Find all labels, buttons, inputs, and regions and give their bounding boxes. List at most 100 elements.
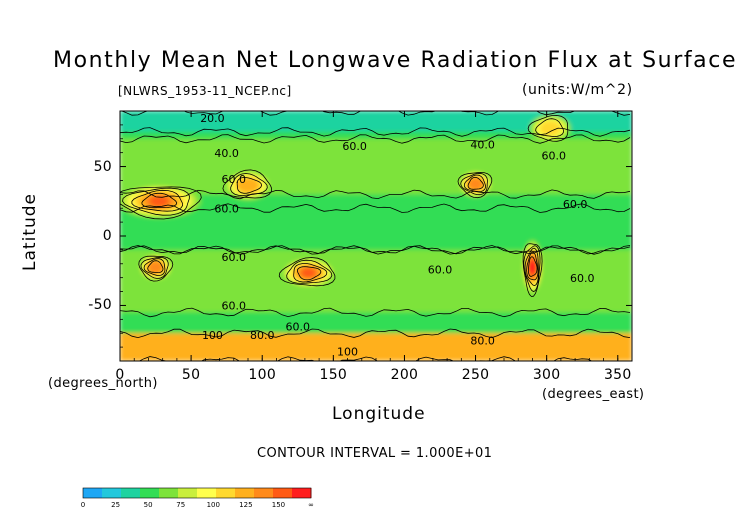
colorbar-swatch (121, 488, 141, 498)
contour-label: 100 (202, 329, 223, 342)
tick-label: 350 (603, 367, 632, 383)
field-region-australia-level-6 (301, 267, 316, 278)
tick-label: 50 (93, 158, 112, 175)
colorbar-swatch (292, 488, 312, 498)
tick-label: 0 (115, 367, 125, 383)
contour-arctic-band-line (120, 111, 631, 116)
contour-greenland-north-atlantic-ring (527, 114, 569, 142)
colorbar-swatch (235, 488, 255, 498)
contour-label: 60.0 (222, 173, 247, 186)
contour-labels: 20.0 40.0 60.0 60.0 60.0 40.0 60.0 60.0 60.0 60.0… (200, 112, 594, 358)
contour-label: 80.0 (250, 329, 275, 342)
contour-label: 100 (337, 345, 358, 358)
colorbar-frame (82, 487, 312, 499)
colorbar-swatch (197, 488, 217, 498)
contour-antarctic-coast-band-line (120, 328, 631, 339)
field-region-sahara-arabia-maximum-level-6 (149, 195, 169, 207)
contour-label: 60.0 (214, 202, 239, 215)
tick-label: 200 (390, 367, 419, 383)
contour-southern-subtropics-line (120, 307, 631, 318)
contour-label: 60.0 (222, 251, 247, 264)
contour-tropical-band-line (120, 245, 631, 255)
axis-ticks (119, 111, 632, 361)
contour-label: 60.0 (342, 140, 367, 153)
contour-northern-midlatitudes-line (120, 189, 631, 200)
contour-tropical-band-line (120, 203, 631, 213)
contour-label: 60.0 (570, 272, 595, 285)
contour-southern-africa-ring (138, 255, 174, 282)
contour-label: 60.0 (286, 320, 311, 333)
tick-label: 50 (181, 367, 201, 383)
colorbar-label: 125 (239, 501, 252, 509)
contour-sahara-arabia-maximum-ring (120, 186, 202, 220)
contour-australia-ring (286, 259, 333, 284)
colorbar-swatch (102, 488, 122, 498)
tick-label: 250 (461, 367, 490, 383)
colorbar-label: 50 (144, 501, 153, 509)
field-region-tibet-central-asia-level-5 (240, 180, 256, 191)
colorbar-swatch (178, 488, 198, 498)
contour-andes-atacama-ring (526, 251, 539, 281)
contour-tibet-central-asia-ring (236, 176, 263, 194)
contour-label: 60.0 (222, 300, 247, 313)
contour-southern-subtropics-line (120, 245, 631, 255)
field-region-antarctic-coast-band (120, 333, 632, 361)
contour-australia-ring (296, 266, 322, 281)
contour-southern-africa-ring (143, 258, 166, 276)
colorbar-swatch (159, 488, 179, 498)
colorbar: 0 25 50 75 100 125 150 ∞ (81, 487, 314, 509)
contour-northern-midlatitudes-line (120, 134, 631, 144)
contour-southern-africa-ring (140, 256, 169, 279)
chart-title: Monthly Mean Net Longwave Radiation Flux… (53, 48, 738, 73)
x-axis-title: Longitude (332, 404, 426, 424)
contour-southern-africa-ring (147, 260, 164, 274)
units-label: (units:W/m^2) (522, 82, 633, 98)
x-axis-units: (degrees_east) (542, 387, 645, 402)
contour-western-north-america-ring (463, 174, 486, 193)
contour-label: 40.0 (470, 139, 495, 152)
contour-label: 40.0 (214, 147, 239, 160)
field-region-arctic-band (120, 111, 632, 132)
field-region-greenland-north-atlantic-level-4 (543, 122, 558, 134)
tick-label: -50 (88, 297, 112, 314)
contour-interval-label: CONTOUR INTERVAL = 1.000E+01 (257, 446, 493, 461)
field-region-northern-midlatitudes (120, 138, 632, 195)
contour-andes-atacama-ring (528, 256, 538, 277)
tick-label: 150 (319, 367, 348, 383)
contour-western-north-america-ring (467, 176, 484, 190)
contour-label: 60.0 (428, 264, 453, 277)
colorbar-swatch (140, 488, 160, 498)
contour-andes-atacama-ring (523, 245, 541, 292)
contour-tibet-central-asia-ring (230, 173, 268, 196)
colorbar-swatch (216, 488, 236, 498)
contour-australia-ring (293, 263, 328, 283)
contour-western-north-america-ring (460, 172, 488, 196)
colorbar-label: 150 (272, 501, 285, 509)
tick-label: 0 (102, 228, 112, 244)
colorbar-label: 75 (176, 501, 185, 509)
contour-lines (120, 111, 631, 361)
contour-label: 80.0 (470, 334, 495, 347)
contour-tibet-central-asia-ring (222, 169, 273, 199)
field-region-southern-africa-level-6 (150, 262, 161, 272)
colorbar-swatch (254, 488, 274, 498)
contour-label: 20.0 (200, 112, 225, 125)
colorbar-label: 0 (81, 501, 85, 509)
colorbar-label: 25 (111, 501, 120, 509)
contour-label: 60.0 (542, 150, 567, 163)
field-region-western-north-america-level-6 (470, 179, 481, 189)
contour-label: 60.0 (563, 198, 588, 211)
contour-australia-ring (278, 257, 336, 287)
source-file-label: [NLWRS_1953-11_NCEP.nc] (118, 84, 292, 98)
colorbar-swatch (83, 488, 103, 498)
contour-sahara-arabia-maximum-ring (141, 192, 178, 209)
colorbar-label: 100 (207, 501, 220, 509)
contour-sahara-arabia-maximum-ring (122, 187, 190, 216)
contour-sahara-arabia-maximum-ring (131, 189, 184, 212)
flux-field (120, 111, 632, 361)
y-axis-units: (degrees_north) (48, 376, 158, 391)
field-region-tropical-band (120, 208, 632, 250)
contour-western-north-america-ring (457, 171, 493, 199)
contour-greenland-north-atlantic-ring (535, 118, 564, 137)
